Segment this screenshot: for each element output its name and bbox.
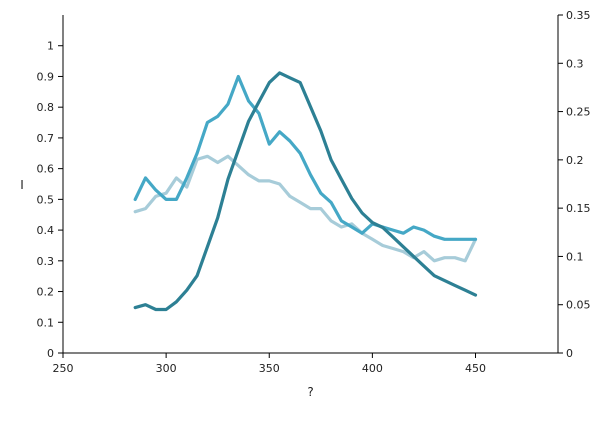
y-tick-label: 0.6: [37, 163, 55, 176]
axes-layer: 250 300 350 400 450 0 0.1 0.2 0.3 0.4 0.5 0.6 0.7 0.8…: [37, 9, 591, 375]
y-tick-label: 0: [47, 347, 54, 360]
y-tick-label: 0.7: [37, 132, 55, 145]
y2-tick-label: 0.2: [566, 154, 584, 167]
x-tick-label: 300: [156, 362, 177, 375]
series-line-2: [133, 74, 478, 241]
y2-tick-label: 0: [566, 347, 573, 360]
y2-tick-label: 0.1: [566, 250, 584, 263]
y2-tick-label: 0.25: [566, 106, 591, 119]
y2-tick-label: 0.3: [566, 57, 584, 70]
y-tick-label: 0.5: [37, 193, 55, 206]
y-tick-label: 0.1: [37, 316, 55, 329]
y2-tick-label: 0.35: [566, 9, 591, 22]
y-tick-label: 1: [47, 40, 54, 53]
y-tick-label: 0.2: [37, 286, 55, 299]
series-line-3: [133, 71, 478, 312]
x-tick-label: 450: [465, 362, 486, 375]
x-tick-label: 350: [259, 362, 280, 375]
series-line-1: [133, 154, 478, 263]
y2-tick-label: 0.05: [566, 299, 591, 312]
y2-tick-label: 0.15: [566, 202, 591, 215]
series-layer: [133, 71, 478, 312]
y-tick-label: 0.8: [37, 101, 55, 114]
x-tick-label: 400: [362, 362, 383, 375]
y-tick-label: 0.9: [37, 70, 55, 83]
x-axis-title: ?: [307, 385, 313, 399]
y-tick-label: 0.4: [37, 224, 55, 237]
x-tick-label: 250: [53, 362, 74, 375]
y-tick-label: 0.3: [37, 255, 55, 268]
y-axis-title: I: [20, 178, 24, 192]
